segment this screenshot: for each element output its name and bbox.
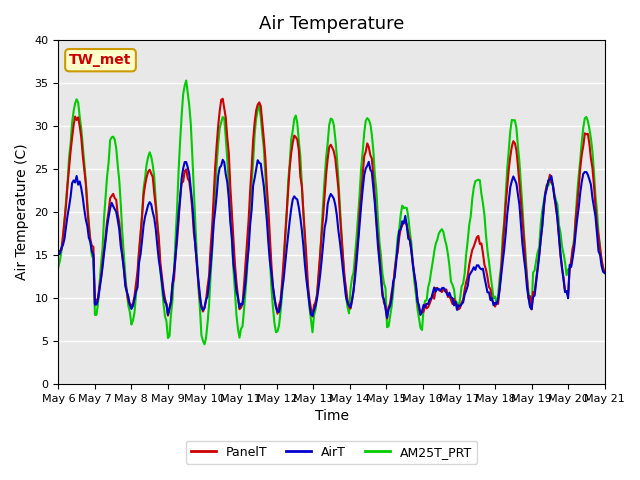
- Legend: PanelT, AirT, AM25T_PRT: PanelT, AirT, AM25T_PRT: [186, 441, 477, 464]
- PanelT: [383, 316, 391, 322]
- AirT: [122, 284, 129, 289]
- AirT: [601, 270, 609, 276]
- AM25T_PRT: [601, 270, 609, 276]
- AM25T_PRT: [296, 153, 304, 159]
- AirT: [54, 252, 62, 257]
- AM25T_PRT: [54, 264, 62, 270]
- Line: AM25T_PRT: AM25T_PRT: [58, 81, 605, 344]
- PanelT: [601, 269, 609, 275]
- PanelT: [219, 96, 227, 102]
- Title: Air Temperature: Air Temperature: [259, 15, 404, 33]
- PanelT: [295, 147, 303, 153]
- PanelT: [54, 249, 62, 254]
- AirT: [383, 315, 391, 321]
- AirT: [218, 163, 225, 168]
- AM25T_PRT: [122, 273, 129, 278]
- AirT: [295, 204, 303, 210]
- AM25T_PRT: [200, 341, 208, 347]
- PanelT: [122, 279, 129, 285]
- Line: AirT: AirT: [58, 160, 605, 318]
- X-axis label: Time: Time: [314, 409, 349, 423]
- AM25T_PRT: [248, 180, 255, 186]
- PanelT: [246, 189, 254, 194]
- PanelT: [237, 305, 245, 311]
- AM25T_PRT: [182, 78, 190, 84]
- AirT: [573, 216, 581, 222]
- AM25T_PRT: [239, 324, 246, 329]
- Y-axis label: Air Temperature (C): Air Temperature (C): [15, 144, 29, 280]
- AirT: [237, 301, 245, 307]
- AirT: [219, 157, 227, 163]
- AM25T_PRT: [573, 190, 581, 196]
- PanelT: [573, 200, 581, 205]
- Text: TW_met: TW_met: [69, 53, 132, 67]
- Line: PanelT: PanelT: [58, 99, 605, 319]
- AirT: [246, 222, 254, 228]
- AM25T_PRT: [220, 116, 228, 121]
- PanelT: [218, 97, 225, 103]
